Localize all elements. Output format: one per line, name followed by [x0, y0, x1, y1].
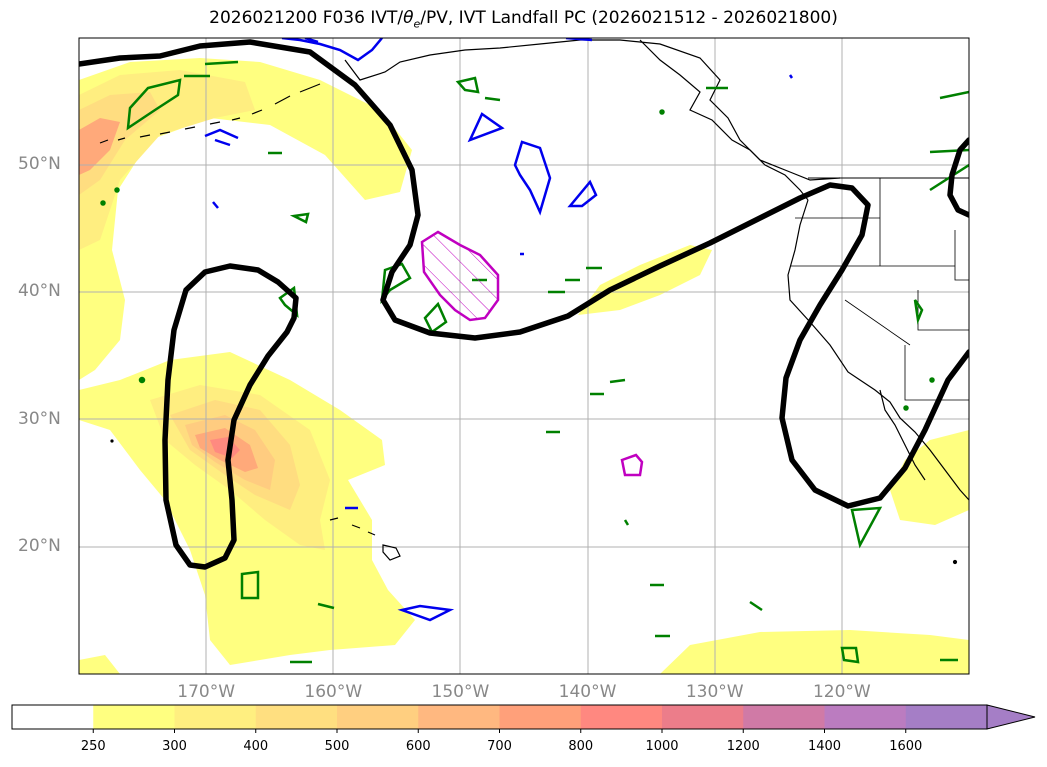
- latitude-label: 40°N: [18, 281, 61, 302]
- ivt-400-region-aleutian: [79, 92, 160, 195]
- longitude-label: 120°W: [812, 682, 871, 702]
- colorbar-cell: [905, 705, 988, 729]
- small-island-dot: [110, 439, 114, 443]
- theta-e-green-contours: [100, 60, 969, 664]
- colorbar-cell: [418, 705, 500, 729]
- colorbar-extend-arrow: [986, 704, 1036, 730]
- latitude-label: 30°N: [18, 408, 61, 429]
- colorbar-cell: [824, 705, 907, 729]
- state-borders: [790, 178, 969, 401]
- us-west-coast: [787, 199, 969, 501]
- latitude-label: 20°N: [18, 535, 61, 556]
- colorbar-tick-label: 300: [162, 739, 187, 754]
- colorbar-cell: [174, 705, 257, 729]
- colorbar-cell: [93, 705, 175, 729]
- colorbar-cell: [662, 705, 744, 729]
- colorbar-tick-label: 600: [405, 739, 431, 754]
- colorbar-tick-label: 1200: [726, 739, 760, 754]
- longitude-label: 170°W: [177, 682, 236, 702]
- colorbar-tick-label: 1600: [889, 739, 923, 754]
- colorbar-cell: [580, 705, 663, 729]
- bc-coast: [639, 39, 809, 201]
- colorbar-cell: [743, 705, 825, 729]
- colorbar-tick-label: 500: [324, 739, 350, 754]
- colorbar-tick-label: 250: [80, 739, 106, 754]
- longitude-label: 130°W: [685, 682, 744, 702]
- colorbar-tick-label: 700: [487, 739, 512, 754]
- ivt-600-region-aleutian: [79, 118, 120, 175]
- landfall-pc-contours: [420, 230, 644, 477]
- colorbar-cell: [499, 705, 582, 729]
- colorbar-tick-label: 400: [243, 739, 269, 754]
- ivt-250-region-aleutian: [79, 58, 412, 380]
- longitude-label: 150°W: [431, 682, 490, 702]
- colorbar-cell: [337, 705, 419, 729]
- map-title: 2026021200 F036 IVT/θe/PV, IVT Landfall …: [209, 8, 838, 31]
- colorbar-tick-label: 800: [568, 739, 594, 754]
- ivt-250-region-northeast: [578, 245, 712, 315]
- plot-area: [79, 38, 969, 674]
- hawaii-islands: [329, 517, 401, 561]
- longitude-label: 140°W: [558, 682, 617, 702]
- coastlines: [99, 39, 969, 565]
- latitude-label: 50°N: [18, 154, 61, 175]
- colorbar-tick-label: 1400: [807, 739, 842, 754]
- colorbar-frame: [11, 704, 988, 730]
- ivt-250-region-baja: [890, 430, 969, 525]
- colorbar-cell: [12, 705, 94, 729]
- pv-contour: [79, 39, 969, 570]
- colorbar-cell: [255, 705, 338, 729]
- ivt-250-region-south: [660, 630, 969, 674]
- landfall-pc-region-small: [620, 453, 644, 477]
- colorbar-tick-label: 1000: [645, 739, 679, 754]
- aleutian-islands: [99, 83, 321, 144]
- baja-peninsula: [879, 389, 926, 481]
- plot-frame: [78, 37, 970, 675]
- ivt-250-region-equatorial-west: [79, 655, 120, 674]
- landfall-pc-region: [420, 230, 500, 322]
- longitude-label: 160°W: [304, 682, 363, 702]
- colorbar: [11, 704, 1036, 733]
- small-island-dot: [952, 559, 958, 565]
